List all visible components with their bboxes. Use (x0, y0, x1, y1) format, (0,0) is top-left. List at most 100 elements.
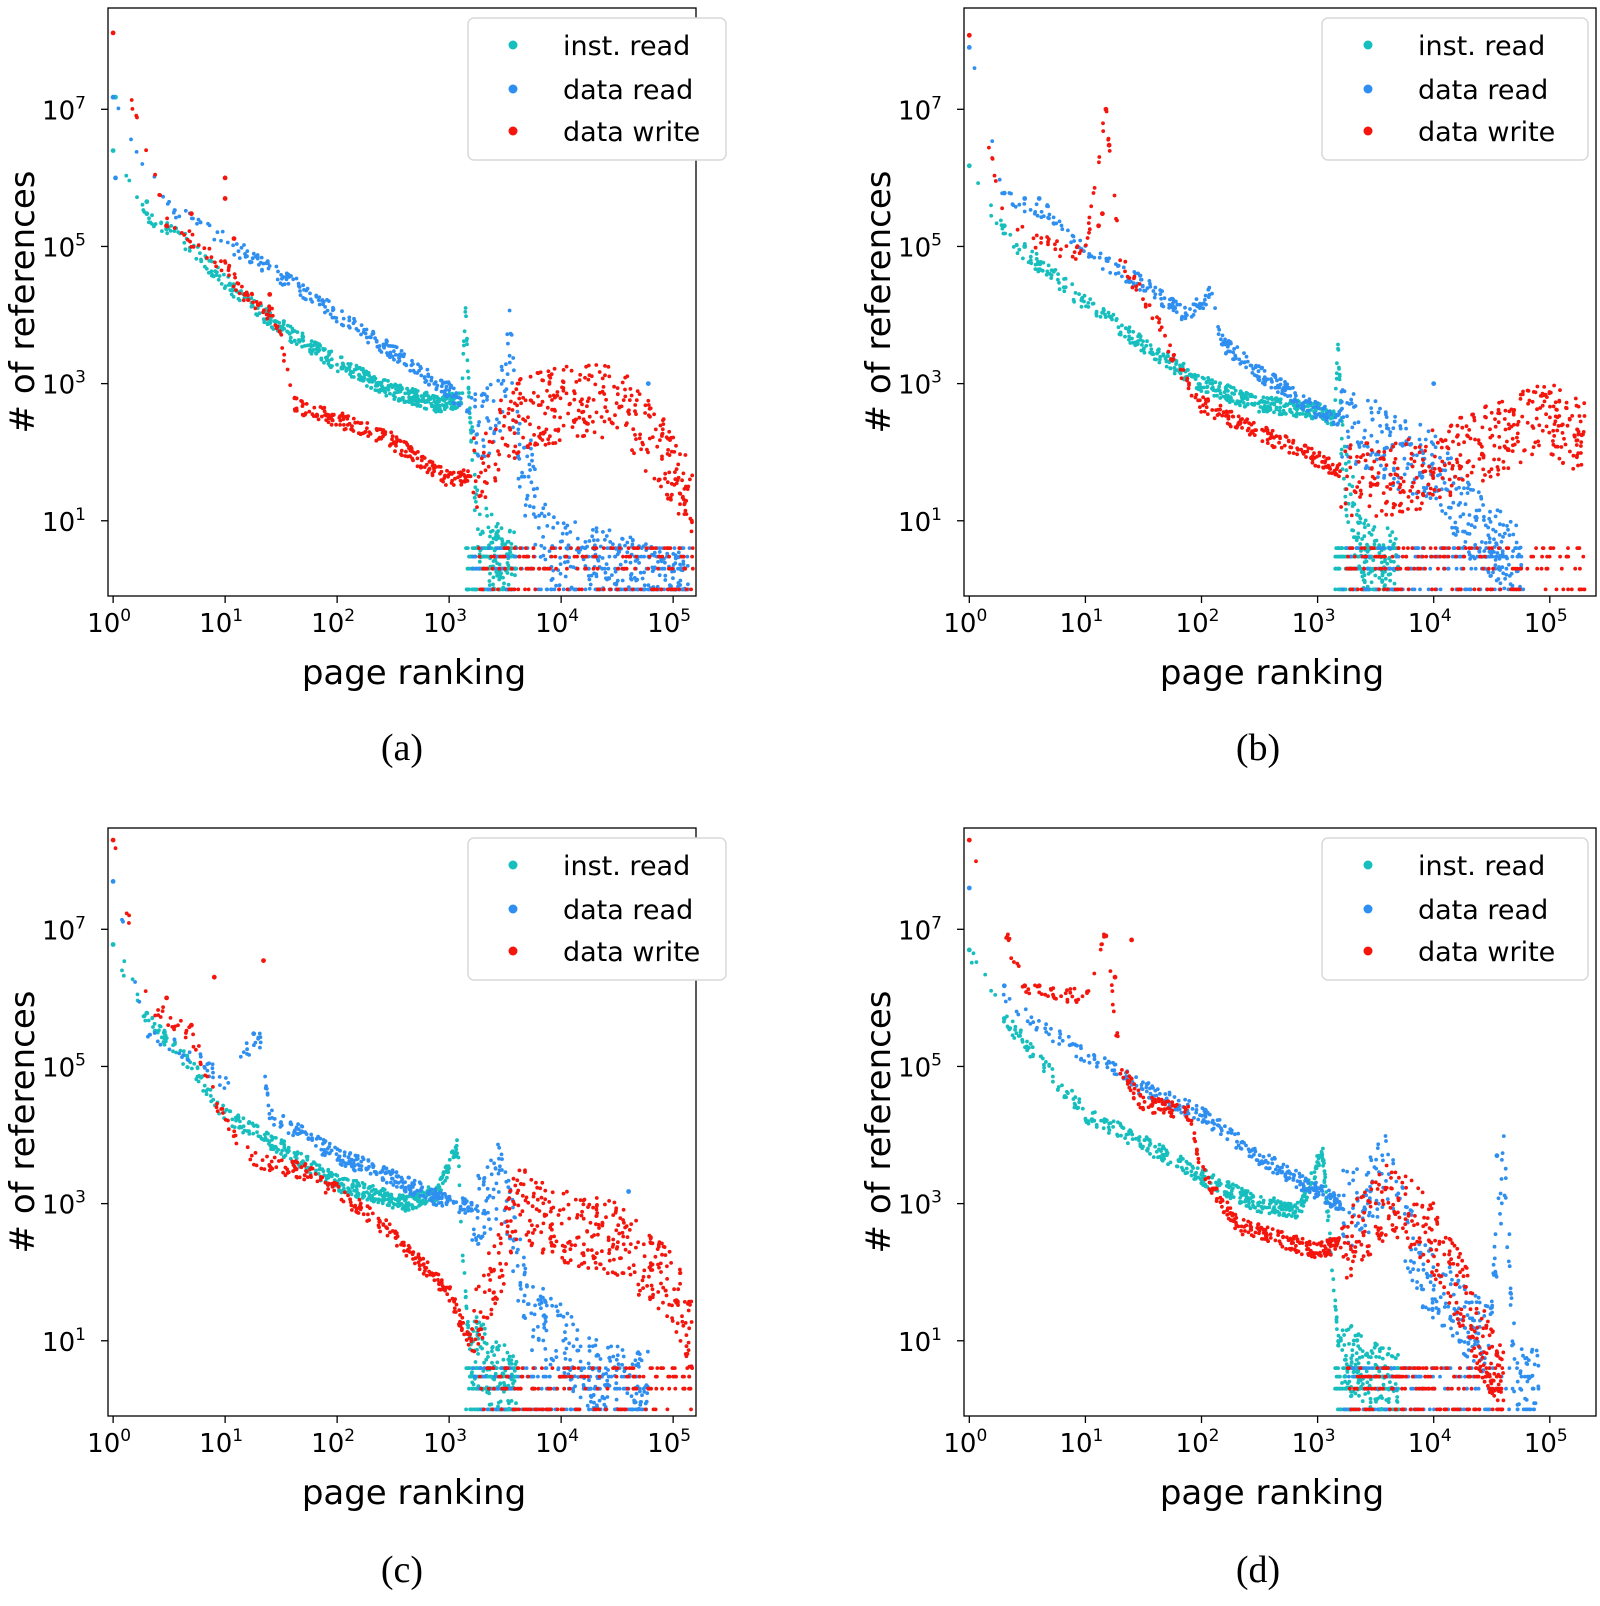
point-data-write-a (623, 375, 628, 380)
point-data-read-a (611, 542, 615, 546)
point-inst-read-b (1278, 400, 1283, 405)
point-data-read-b (1378, 406, 1382, 411)
point-data-write-b (1368, 493, 1373, 498)
point-inst-read-b (1379, 560, 1384, 565)
point-inst-read-a (344, 369, 349, 373)
point-data-write-a (190, 232, 195, 237)
point-data-write-b (1379, 509, 1384, 513)
point-data-read-b (1051, 221, 1056, 226)
y-tick-label-c-3: 107 (42, 913, 86, 946)
point-data-write-b (1530, 424, 1535, 429)
point-inst-read-a (152, 224, 156, 229)
band-point-data-write-b (1364, 554, 1369, 559)
point-inst-read-a (262, 320, 267, 325)
band-point-data-write-a (644, 546, 649, 550)
point-data-write-a (231, 284, 236, 289)
point-data-write-b (1503, 408, 1508, 413)
point-data-read-b (1440, 509, 1445, 513)
point-inst-read-b (1392, 581, 1397, 586)
band-point-data-write-b (1534, 546, 1538, 550)
point-data-write-b (1530, 452, 1534, 457)
point-inst-read-b (1353, 535, 1358, 540)
outlier-point-data-write-a (222, 175, 228, 181)
point-data-write-a (330, 418, 335, 423)
point-data-read-a (371, 331, 376, 336)
point-inst-read-c (279, 1152, 283, 1156)
point-data-write-b (1449, 423, 1454, 428)
point-data-write-b (1000, 206, 1004, 211)
point-data-write-b (1559, 423, 1564, 428)
point-data-write-a (603, 405, 608, 410)
point-inst-read-a (460, 391, 465, 395)
point-data-write-b (1497, 457, 1501, 462)
point-inst-read-a (230, 288, 235, 293)
point-inst-read-b (1193, 375, 1198, 380)
point-data-write-b (1295, 452, 1299, 457)
point-inst-read-c (445, 1175, 449, 1180)
band-point-data-write-a (609, 546, 614, 550)
point-data-write-b (1427, 464, 1432, 469)
point-inst-read-a (272, 319, 276, 323)
point-data-write-a (458, 470, 463, 475)
point-data-write-a (577, 378, 582, 382)
point-inst-read-b (1382, 569, 1386, 574)
point-data-write-b (1417, 445, 1422, 449)
point-data-write-a (682, 501, 687, 506)
band-point-data-write-a (526, 566, 531, 571)
point-data-write-b (1401, 488, 1405, 493)
point-data-write-a (214, 264, 219, 269)
point-data-write-b (1418, 507, 1422, 511)
point-data-write-b (1579, 444, 1583, 448)
point-data-write-a (389, 442, 393, 447)
band-point-data-read-b (1438, 587, 1443, 592)
point-data-read-b (1341, 415, 1346, 420)
point-data-read-b (1450, 525, 1454, 530)
point-data-read-b (1220, 333, 1225, 338)
point-data-read-b (1436, 473, 1440, 478)
point-data-read-a (565, 531, 569, 536)
point-inst-read-b (1088, 297, 1093, 301)
point-data-write-a (521, 417, 525, 421)
point-inst-read-a (464, 314, 468, 319)
point-inst-read-a (325, 358, 329, 363)
point-data-read-a (616, 549, 621, 553)
point-data-read-b (1498, 581, 1503, 586)
point-inst-read-b (1120, 323, 1124, 328)
point-data-write-b (1516, 419, 1521, 424)
point-data-read-b (1179, 317, 1184, 322)
point-inst-read-a (160, 229, 164, 234)
point-data-write-a (516, 450, 521, 454)
point-data-read-b (1304, 399, 1308, 404)
point-data-write-a (652, 476, 657, 481)
point-data-write-a (528, 442, 533, 446)
point-data-read-a (485, 397, 489, 402)
point-inst-read-a (485, 514, 489, 518)
point-data-read-a (492, 431, 496, 436)
point-data-write-a (580, 397, 584, 402)
band-point-data-write-b (1344, 566, 1349, 571)
band-point-data-write-b (1383, 566, 1388, 571)
point-data-write-a (568, 401, 572, 406)
point-data-read-a (557, 583, 562, 588)
point-inst-read-a (361, 370, 366, 375)
point-data-write-a (315, 413, 320, 418)
point-data-read-a (552, 515, 556, 520)
point-data-write-a (342, 423, 346, 427)
point-data-read-b (1180, 314, 1185, 319)
point-data-read-b (1476, 490, 1481, 495)
point-inst-read-b (1339, 451, 1344, 456)
point-data-write-b (1141, 297, 1145, 301)
point-data-write-b (1112, 193, 1117, 198)
band-point-data-read-b (1519, 554, 1524, 559)
point-data-read-b (1198, 304, 1203, 309)
point-data-read-b (1477, 549, 1482, 554)
point-data-read-a (276, 269, 280, 274)
point-data-read-a (618, 562, 623, 567)
point-data-write-a (660, 427, 665, 432)
point-data-read-b (1507, 533, 1512, 537)
point-data-read-b (1256, 369, 1261, 374)
point-data-read-b (1380, 430, 1384, 434)
point-data-write-b (1481, 467, 1486, 472)
point-data-write-b (1410, 484, 1415, 489)
